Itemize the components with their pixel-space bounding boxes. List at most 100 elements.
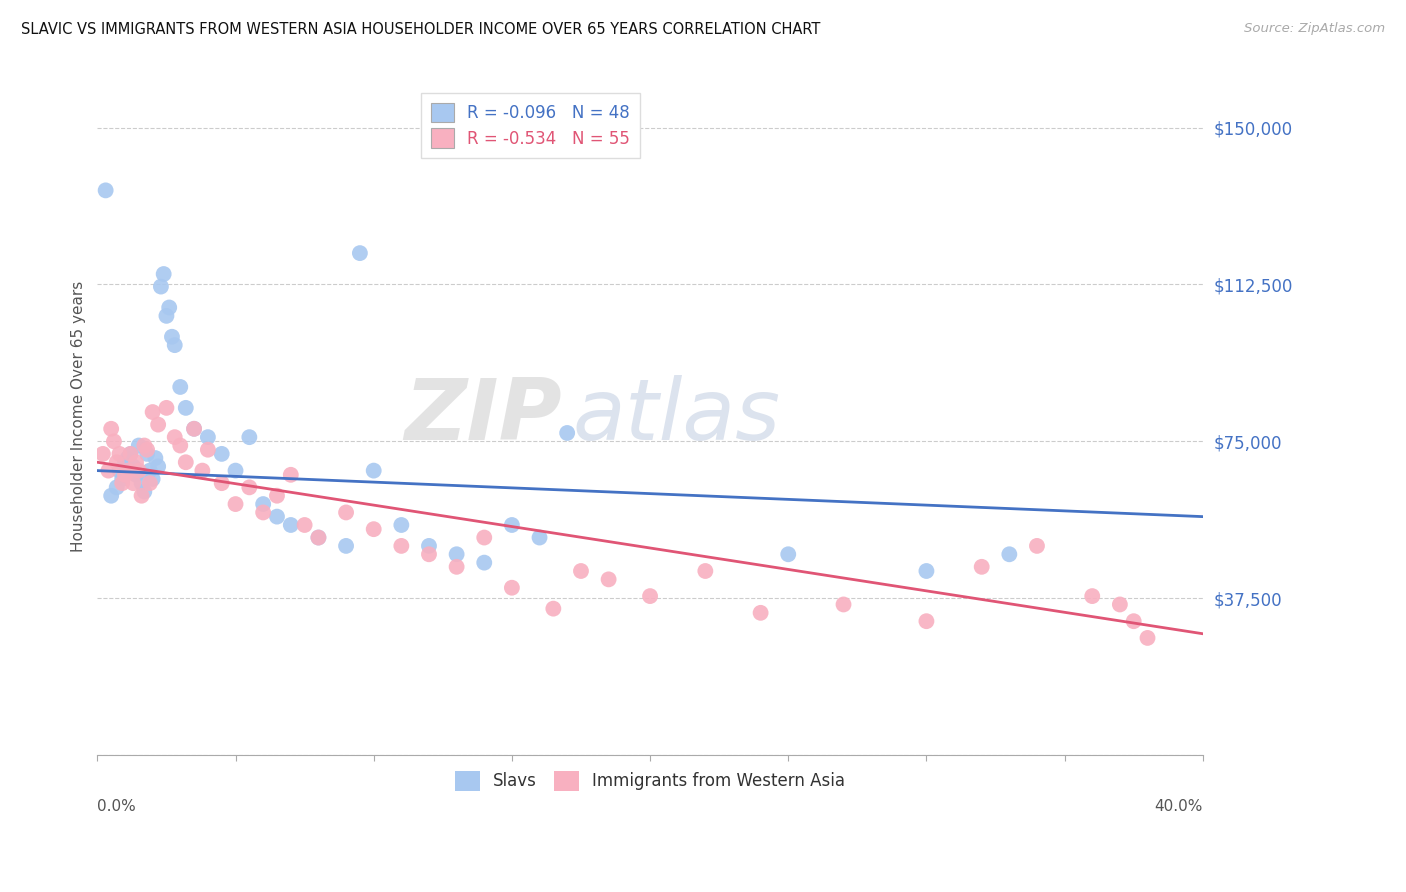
Point xyxy=(266,509,288,524)
Point xyxy=(163,338,186,352)
Point xyxy=(111,476,134,491)
Point xyxy=(145,451,167,466)
Point xyxy=(120,447,142,461)
Point xyxy=(108,447,131,461)
Point xyxy=(136,447,159,461)
Point xyxy=(280,518,302,533)
Point xyxy=(225,464,247,478)
Point xyxy=(139,476,162,491)
Point xyxy=(832,598,855,612)
Point xyxy=(142,405,165,419)
Point xyxy=(142,472,165,486)
Point xyxy=(446,559,468,574)
Text: 40.0%: 40.0% xyxy=(1154,799,1202,814)
Text: atlas: atlas xyxy=(572,375,780,458)
Point xyxy=(136,442,159,457)
Point xyxy=(128,438,150,452)
Point xyxy=(598,573,620,587)
Point xyxy=(125,455,148,469)
Point xyxy=(149,279,172,293)
Point xyxy=(266,489,288,503)
Point xyxy=(152,267,174,281)
Point xyxy=(307,531,329,545)
Point xyxy=(778,547,800,561)
Point xyxy=(134,484,156,499)
Text: ZIP: ZIP xyxy=(404,375,561,458)
Point xyxy=(252,505,274,519)
Point xyxy=(998,547,1021,561)
Text: 0.0%: 0.0% xyxy=(97,799,136,814)
Point xyxy=(122,476,145,491)
Point xyxy=(155,401,177,415)
Point xyxy=(120,447,142,461)
Point xyxy=(100,422,122,436)
Point xyxy=(225,497,247,511)
Point xyxy=(169,380,191,394)
Point xyxy=(163,430,186,444)
Point xyxy=(543,601,565,615)
Point xyxy=(100,489,122,503)
Point xyxy=(555,425,578,440)
Point xyxy=(1081,589,1104,603)
Point xyxy=(211,447,233,461)
Point xyxy=(472,531,495,545)
Point xyxy=(155,309,177,323)
Point xyxy=(114,455,136,469)
Point xyxy=(529,531,551,545)
Point xyxy=(160,330,183,344)
Point xyxy=(146,417,169,432)
Point xyxy=(108,464,131,478)
Point xyxy=(131,476,153,491)
Point xyxy=(252,497,274,511)
Point xyxy=(134,438,156,452)
Point xyxy=(363,464,385,478)
Point xyxy=(125,467,148,482)
Point xyxy=(970,559,993,574)
Point xyxy=(1109,598,1132,612)
Point xyxy=(139,464,162,478)
Point xyxy=(638,589,661,603)
Point xyxy=(418,539,440,553)
Point xyxy=(501,581,523,595)
Y-axis label: Householder Income Over 65 years: Householder Income Over 65 years xyxy=(72,281,86,552)
Point xyxy=(238,430,260,444)
Text: SLAVIC VS IMMIGRANTS FROM WESTERN ASIA HOUSEHOLDER INCOME OVER 65 YEARS CORRELAT: SLAVIC VS IMMIGRANTS FROM WESTERN ASIA H… xyxy=(21,22,821,37)
Point xyxy=(157,301,180,315)
Point xyxy=(335,505,357,519)
Point xyxy=(183,422,205,436)
Point xyxy=(349,246,371,260)
Legend: Slavs, Immigrants from Western Asia: Slavs, Immigrants from Western Asia xyxy=(449,764,852,797)
Point xyxy=(103,434,125,449)
Point xyxy=(111,472,134,486)
Point xyxy=(197,442,219,457)
Point xyxy=(197,430,219,444)
Point xyxy=(389,539,412,553)
Point xyxy=(1122,614,1144,628)
Point xyxy=(695,564,717,578)
Point xyxy=(183,422,205,436)
Point xyxy=(389,518,412,533)
Point xyxy=(191,464,214,478)
Point xyxy=(117,451,139,466)
Point xyxy=(131,489,153,503)
Point xyxy=(472,556,495,570)
Text: Source: ZipAtlas.com: Source: ZipAtlas.com xyxy=(1244,22,1385,36)
Point xyxy=(105,480,128,494)
Point xyxy=(569,564,592,578)
Point xyxy=(294,518,316,533)
Point xyxy=(128,464,150,478)
Point xyxy=(418,547,440,561)
Point xyxy=(446,547,468,561)
Point xyxy=(174,455,197,469)
Point xyxy=(238,480,260,494)
Point xyxy=(105,455,128,469)
Point xyxy=(211,476,233,491)
Point xyxy=(146,459,169,474)
Point xyxy=(1136,631,1159,645)
Point xyxy=(307,531,329,545)
Point xyxy=(174,401,197,415)
Point xyxy=(749,606,772,620)
Point xyxy=(501,518,523,533)
Point xyxy=(335,539,357,553)
Point xyxy=(169,438,191,452)
